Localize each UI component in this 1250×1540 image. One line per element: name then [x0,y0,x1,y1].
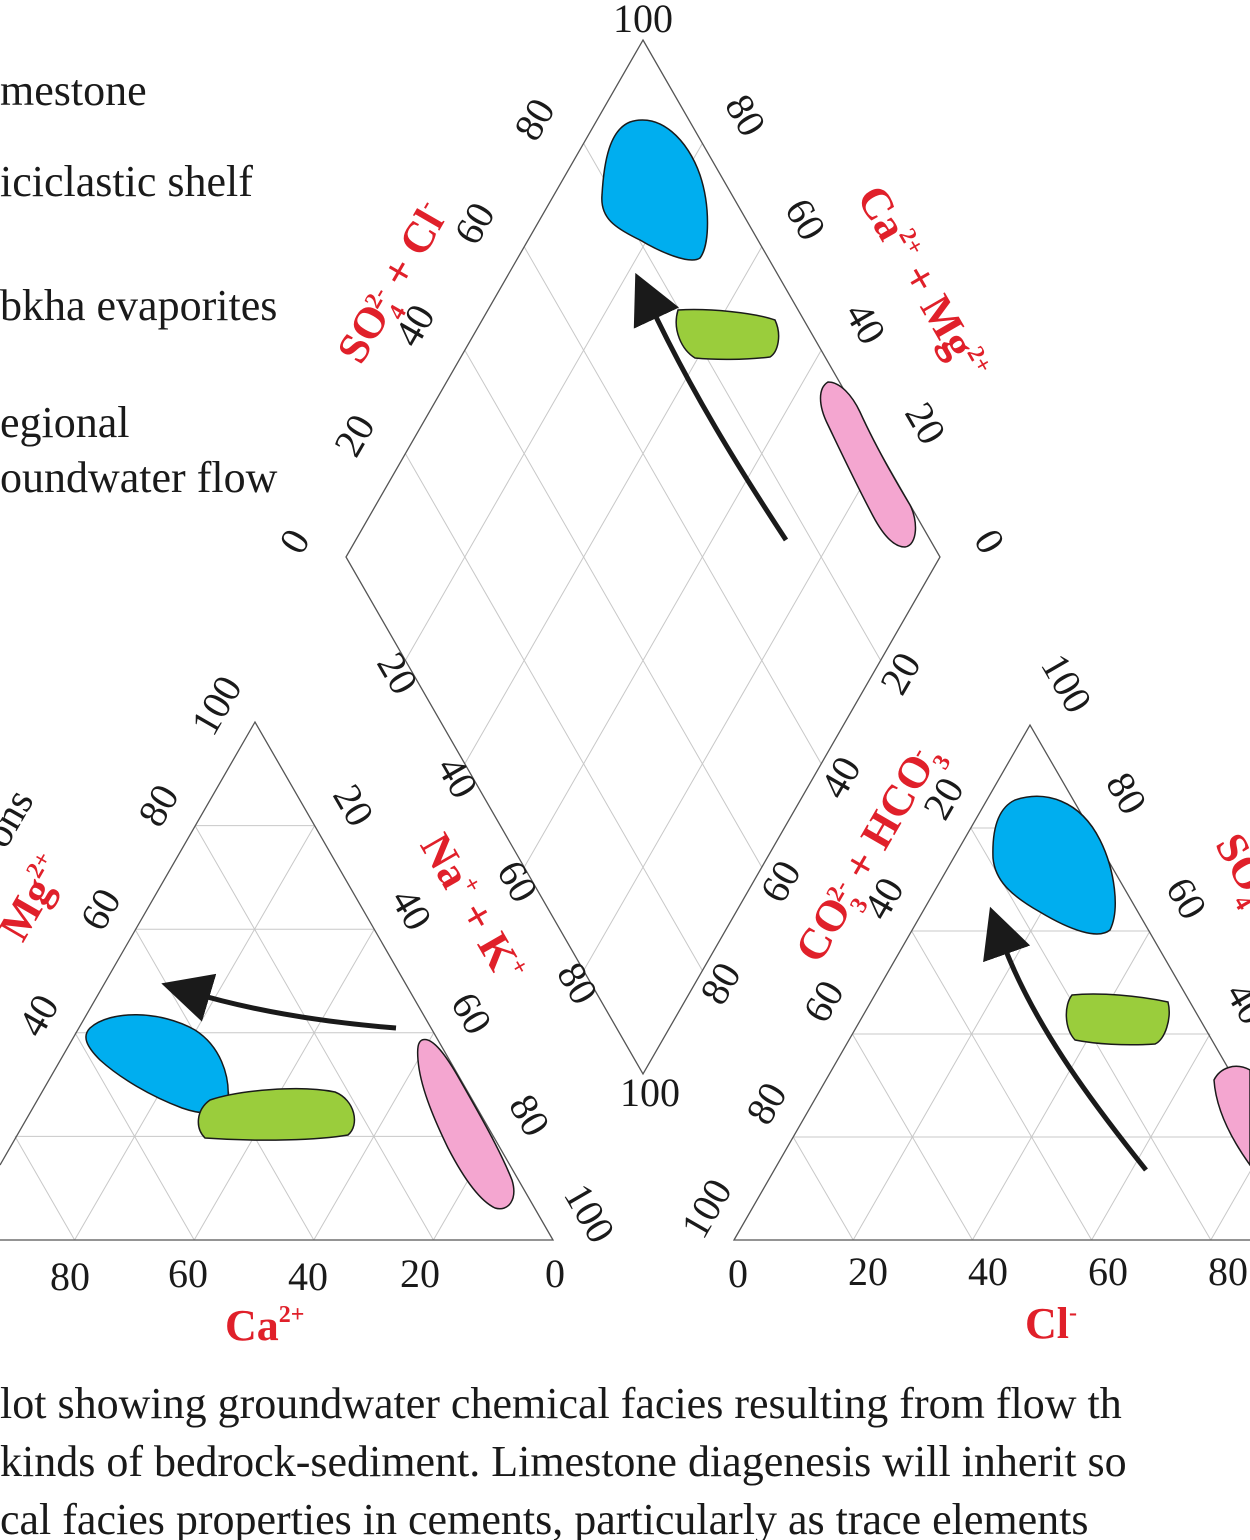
diamond-bottom-tick: 100 [620,1070,680,1115]
diamond-ur-tick-40: 40 [836,295,895,352]
diamond-ur-tick-20: 20 [896,395,955,452]
diamond-ur-tick-60: 60 [776,191,835,248]
anion-triangle: 0 20 40 60 80 20 40 60 80 100 100 80 60 … [672,646,1250,1348]
diamond-grid-line [583,453,882,971]
cation-label-cations-partial: ons [0,782,43,856]
diamond-ll-tick-40: 40 [428,749,487,806]
legend-flow-label-line1: egional [0,398,130,447]
legend-siliciclastic-label: iciclastic shelf [0,157,253,206]
anion-right-tick-100: 100 [1032,646,1101,720]
cation-flow-arrow [161,973,397,1031]
anion-grid-line [1210,1170,1250,1241]
anion-grid-line [971,930,1151,1241]
anion-bottom-tick-20: 20 [848,1249,888,1294]
cation-bottom-tick-20: 20 [400,1251,440,1296]
legend-flow-label-line2: oundwater flow [0,453,278,502]
caption-line-3: cal facies properties in cements, partic… [0,1495,1088,1540]
figure-caption: lot showing groundwater chemical facies … [0,1379,1127,1540]
diamond-ul-tick-80: 80 [505,91,564,148]
diamond-lr-tick-60: 60 [751,853,810,910]
anion-frame [732,723,1250,1241]
diamond-ll-tick-20: 20 [368,645,427,702]
cation-limestone-field [85,1014,229,1114]
diamond-lr-tick-20: 20 [871,645,930,702]
anion-limestone-field [992,795,1116,935]
anion-grid-line [911,930,1093,1241]
cation-sabkha-field [416,1038,515,1210]
cation-left-tick-60: 60 [71,881,130,938]
diamond-flow-arrow [633,272,789,542]
diamond-siliciclastic-field [675,308,780,361]
anion-label-carbonate-bicarbonate: CO32- + HCO3- [785,735,956,974]
caption-line-2: kinds of bedrock-sediment. Limestone dia… [0,1437,1127,1486]
diamond-grid-line [404,453,703,971]
cation-bottom-tick-40: 40 [288,1254,328,1299]
diamond-grid-line [523,349,822,868]
diamond-top-tick: 100 [613,0,673,41]
cation-grid-line [14,1136,76,1241]
diamond-label-calcium-magnesium: Ca2+ + Mg2+ [847,177,997,388]
cation-bottom-tick-0: 0 [545,1251,565,1296]
cation-left-tick-100: 100 [182,668,251,742]
anion-grid-line [1091,1033,1211,1241]
anion-grid-line [792,1136,854,1241]
diamond-ur-tick-80: 80 [716,87,775,144]
diamond-ul-tick-20: 20 [325,407,384,464]
diamond-grid-line [523,246,822,765]
cation-bottom-tick-60: 60 [168,1251,208,1296]
anion-bottom-tick-40: 40 [968,1249,1008,1294]
diamond-lr-tick-80: 80 [691,955,750,1012]
anion-left-tick-80: 80 [737,1075,796,1132]
cation-label-magnesium: Mg2+ [0,847,76,949]
cation-left-tick-80: 80 [129,777,188,834]
cation-frame [0,720,555,1241]
diamond-ul-tick-0: 0 [270,521,319,561]
anion-bottom-tick-60: 60 [1088,1249,1128,1294]
cation-right-tick-80: 80 [500,1087,559,1144]
anion-bottom-tick-0: 0 [728,1251,748,1296]
diamond-grid-line [464,349,763,868]
anion-right-tick-60: 60 [1157,870,1216,927]
cation-label-calcium: Ca2+ [225,1301,304,1350]
anion-left-tick-60: 60 [794,973,853,1030]
anion-flow-arrow [983,906,1148,1172]
diamond-limestone-field [601,119,709,261]
legend: mestone iciclastic shelf bkha evaporites… [0,66,278,502]
cation-grid-line [193,928,375,1241]
diamond-sabkha-field [819,381,917,548]
cation-right-tick-100: 100 [555,1176,624,1250]
cation-left-tick-40: 40 [9,987,68,1044]
cation-siliciclastic-field [197,1087,356,1141]
cation-right-tick-20: 20 [324,777,383,834]
diamond-ul-tick-60: 60 [445,195,504,252]
legend-limestone-label: mestone [0,66,147,115]
diamond-ll-tick-80: 80 [548,955,607,1012]
caption-line-1: lot showing groundwater chemical facies … [0,1379,1122,1428]
cation-grid-line [313,1032,435,1241]
anion-bottom-tick-80: 80 [1208,1249,1248,1294]
anion-right-tick-80: 80 [1097,765,1156,822]
diamond-frame [345,38,941,1076]
cation-grid-line [74,1032,195,1241]
anion-label-chloride: Cl- [1025,1299,1077,1348]
diamond-grid [404,143,882,971]
cation-right-tick-40: 40 [382,881,441,938]
legend-sabkha-label: bkha evaporites [0,281,277,330]
anion-grid-line [851,1033,973,1241]
cation-bottom-tick-80: 80 [50,1254,90,1299]
diamond-lr-tick-40: 40 [811,749,870,806]
anion-siliciclastic-field [1065,993,1170,1046]
anion-right-tick-40: 40 [1217,975,1250,1032]
anion-sabkha-field [1213,1065,1250,1167]
diamond-label-sulfate-chloride: SO42- + Cl- [327,194,464,375]
diamond-ur-tick-0: 0 [965,521,1014,561]
cation-triangle: 80 60 40 20 0 40 60 80 100 20 40 60 80 1… [0,668,624,1350]
cation-right-tick-60: 60 [442,985,501,1042]
anion-left-tick-100: 100 [672,1171,741,1245]
